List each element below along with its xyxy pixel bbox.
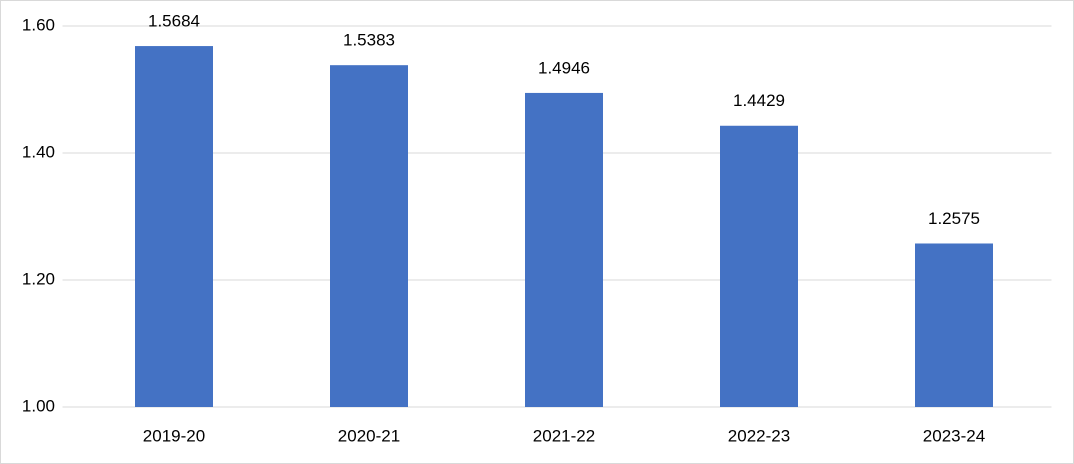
x-tick-label: 2019-20 (143, 426, 205, 445)
x-tick-label: 2022-23 (728, 426, 790, 445)
data-label: 1.2575 (928, 209, 980, 228)
data-label: 1.5684 (148, 12, 200, 31)
y-tick-label: 1.20 (22, 269, 55, 288)
x-tick-label: 2021-22 (533, 426, 595, 445)
data-label: 1.5383 (343, 31, 395, 50)
bar (525, 92, 603, 407)
x-tick-label: 2020-21 (338, 426, 400, 445)
y-tick-label: 1.00 (22, 396, 55, 415)
bar (915, 243, 993, 407)
y-tick-label: 1.60 (22, 15, 55, 34)
y-tick-label: 1.40 (22, 142, 55, 161)
bar (720, 125, 798, 408)
x-tick-label: 2023-24 (923, 426, 985, 445)
data-label: 1.4946 (538, 58, 590, 77)
data-label: 1.4429 (733, 91, 785, 110)
bar (135, 46, 213, 407)
bar (330, 65, 408, 407)
